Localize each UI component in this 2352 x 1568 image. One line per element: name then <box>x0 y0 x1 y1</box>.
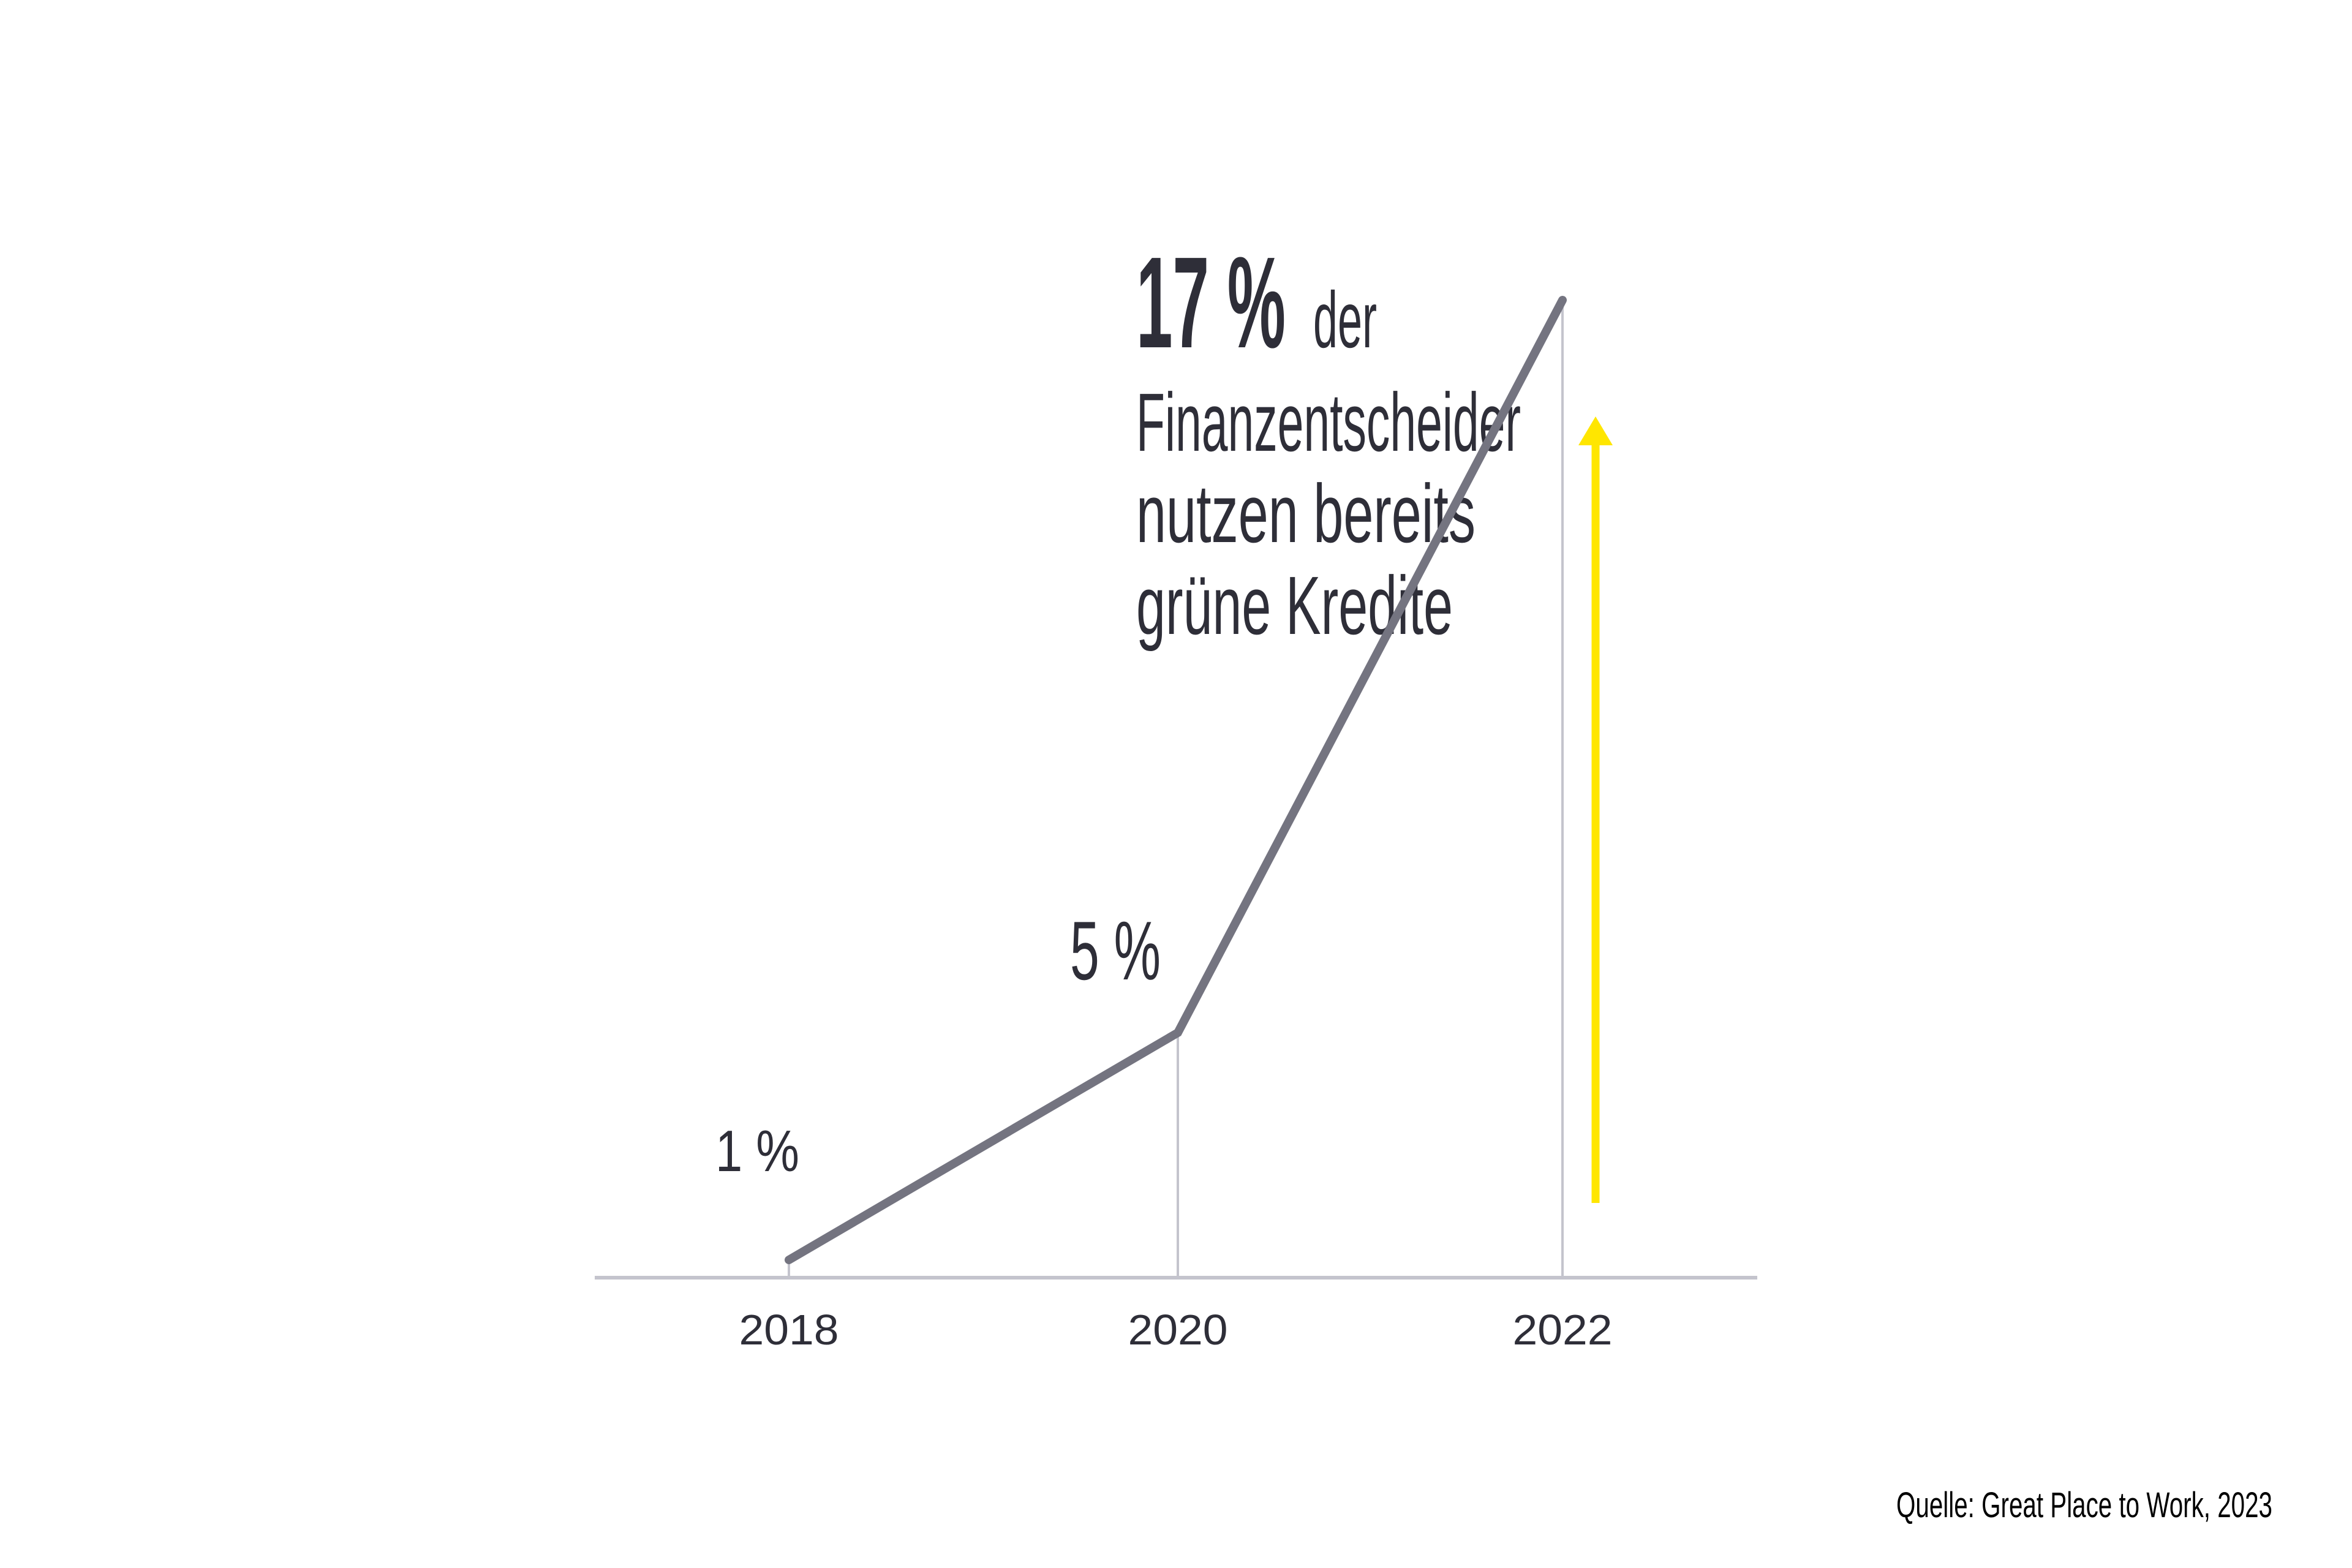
x-tick-label-2018: 2018 <box>739 1306 839 1354</box>
headline-value: 17 % <box>1136 230 1286 375</box>
growth-arrow-icon <box>1578 417 1613 1203</box>
trend-line <box>785 296 1567 1264</box>
growth-arrow-head <box>1578 417 1613 445</box>
headline-suffix: der <box>1313 275 1377 364</box>
source-note: Quelle: Great Place to Work, 2023 <box>1896 1485 2272 1525</box>
headline-line-1: Finanzentscheider <box>1136 376 1521 469</box>
headline-line-2: nutzen bereits <box>1136 467 1476 560</box>
value-label-2020: 5 % <box>1070 904 1161 997</box>
value-label-2018: 1 % <box>715 1118 799 1184</box>
x-tick-label-2022: 2022 <box>1513 1306 1613 1354</box>
x-tick-label-2020: 2020 <box>1128 1306 1228 1354</box>
